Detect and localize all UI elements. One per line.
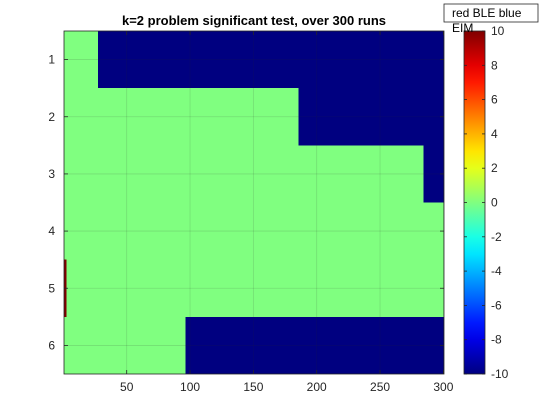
colorbar-tick-label: -10 [491, 367, 509, 381]
colorbar-tick-label: 0 [491, 196, 498, 210]
colorbar-tick-label: -4 [491, 264, 502, 278]
colorbar [463, 30, 486, 375]
legend-box [443, 3, 539, 23]
chart-title: k=2 problem significant test, over 300 r… [122, 13, 386, 28]
legend-entry: red BLE blue EIM [452, 6, 522, 35]
heatmap-cell [423, 145, 444, 203]
heatmap-cell [64, 316, 186, 374]
x-tick-label: 300 [433, 380, 453, 394]
heatmap-cell [64, 88, 299, 146]
colorbar-tick-label: 10 [491, 24, 505, 38]
heatmap-cell [185, 316, 444, 374]
y-tick-label: 3 [48, 167, 55, 181]
heatmap-cell [298, 88, 444, 146]
x-axis-ticks: 50 100 150 200 250 300 [120, 31, 454, 394]
legend: red BLE blue EIM [443, 3, 539, 35]
colorbar-tick-label: 6 [491, 93, 498, 107]
colorbar-tick-label: 2 [491, 161, 498, 175]
heatmap-cell [64, 31, 99, 89]
x-tick-label: 50 [120, 380, 134, 394]
heatmap-cell [98, 31, 444, 89]
colorbar-tick-label: 4 [491, 127, 498, 141]
colorbar-tick-label: -8 [491, 333, 502, 347]
heatmap-cells [64, 31, 445, 374]
heatmap-cell [66, 259, 445, 317]
x-tick-label: 150 [243, 380, 263, 394]
heatmap-cell [64, 145, 424, 203]
y-axis-ticks: 1 2 3 4 5 6 [48, 53, 444, 352]
x-tick-label: 100 [180, 380, 200, 394]
colorbar-tick-label: 8 [491, 58, 498, 72]
colorbar-ticks: -10 -8 -6 -4 -2 0 2 4 6 8 10 [464, 24, 509, 381]
colorbar-tick-label: -6 [491, 298, 502, 312]
heatmap-cell [64, 202, 444, 260]
colorbar-tick-label: -2 [491, 230, 502, 244]
x-tick-label: 250 [370, 380, 390, 394]
y-tick-label: 4 [48, 224, 55, 238]
y-tick-label: 2 [48, 110, 55, 124]
x-tick-label: 200 [307, 380, 327, 394]
axes-box [63, 30, 445, 375]
y-tick-label: 1 [48, 53, 55, 67]
grid-lines [64, 31, 444, 374]
y-tick-label: 6 [48, 338, 55, 352]
y-tick-label: 5 [48, 281, 55, 295]
